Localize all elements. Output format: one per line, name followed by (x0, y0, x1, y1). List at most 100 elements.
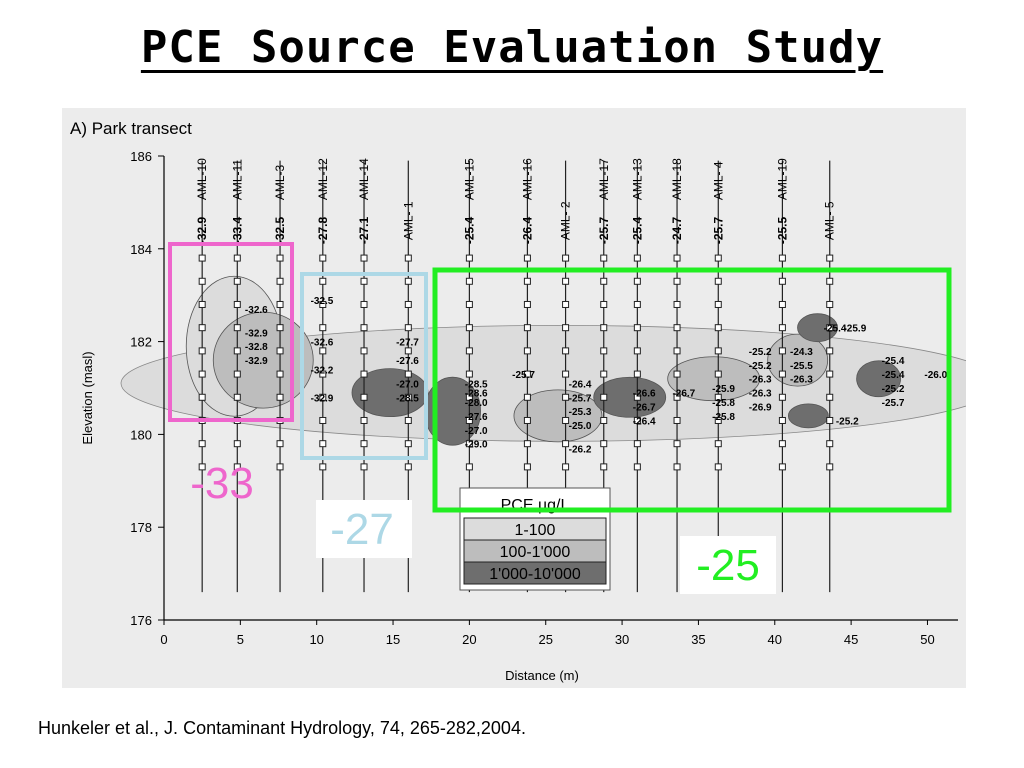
sample-marker (233, 370, 241, 378)
highlight-box-lightblue (300, 272, 428, 460)
isotope-label: -25.3 (569, 407, 592, 418)
sample-marker (404, 300, 412, 308)
annotation-background (680, 536, 776, 594)
x-tick-label: 20 (462, 632, 476, 647)
sample-marker (673, 347, 681, 355)
x-tick-label: 15 (386, 632, 400, 647)
sample-marker (198, 300, 206, 308)
sample-marker (714, 440, 722, 448)
sample-marker (523, 324, 531, 332)
isotope-label: -26.4 (569, 379, 592, 390)
sample-marker (633, 324, 641, 332)
sample-marker (633, 277, 641, 285)
well-value-label: -27.8 (316, 216, 330, 244)
isotope-label: -28.6 (465, 389, 488, 400)
x-tick-label: 25 (538, 632, 552, 647)
isotope-label: -27.6 (465, 412, 488, 423)
annotation-value: -33 (190, 459, 254, 508)
sample-marker (562, 370, 570, 378)
sample-marker (714, 324, 722, 332)
sample-marker (198, 463, 206, 471)
sample-marker (465, 300, 473, 308)
sample-marker (319, 393, 327, 401)
highlight-box-green (432, 267, 952, 513)
sample-marker (633, 463, 641, 471)
sample-marker (673, 440, 681, 448)
well-value-label: -25.5 (775, 216, 789, 244)
sample-marker (465, 347, 473, 355)
well-value-label: -25.7 (711, 216, 725, 244)
sample-marker (633, 347, 641, 355)
sample-marker (465, 370, 473, 378)
sample-marker (673, 370, 681, 378)
sample-marker (778, 300, 786, 308)
well-name-label: AML-3 (273, 164, 287, 200)
sample-marker (276, 440, 284, 448)
sample-marker (562, 347, 570, 355)
x-tick-label: 0 (160, 632, 167, 647)
sample-marker (360, 463, 368, 471)
sample-marker (673, 416, 681, 424)
isotope-label: -27.0 (396, 379, 419, 390)
isotope-label: -32.6 (311, 338, 334, 349)
sample-marker (523, 416, 531, 424)
well-name-label: AML- 1 (401, 201, 415, 240)
sample-marker (198, 324, 206, 332)
sample-marker (319, 416, 327, 424)
sample-marker (714, 370, 722, 378)
sample-marker (562, 393, 570, 401)
sample-marker (778, 440, 786, 448)
sample-marker (673, 324, 681, 332)
isotope-label: -27.7 (396, 338, 419, 349)
sample-marker (404, 254, 412, 262)
sample-marker (360, 277, 368, 285)
sample-marker (673, 277, 681, 285)
sample-marker (319, 277, 327, 285)
x-tick-label: 35 (691, 632, 705, 647)
isotope-label: -25.7 (569, 393, 592, 404)
sample-marker (276, 254, 284, 262)
annotation-background (316, 500, 412, 558)
sample-marker (198, 393, 206, 401)
sample-marker (826, 463, 834, 471)
sample-marker (562, 463, 570, 471)
well-value-label: -32.5 (273, 216, 287, 244)
x-tick-label: 45 (844, 632, 858, 647)
y-tick-label: 182 (130, 335, 152, 350)
well-name-label: AML- 5 (823, 201, 837, 240)
legend-swatch (463, 561, 607, 585)
isotope-label: -29.0 (465, 440, 488, 451)
sample-marker (600, 463, 608, 471)
sample-marker (778, 254, 786, 262)
isotope-label: -26.2 (569, 444, 592, 455)
sample-marker (600, 254, 608, 262)
x-tick-label: 50 (920, 632, 934, 647)
sample-marker (673, 254, 681, 262)
plume-contour-mid (667, 356, 761, 402)
well-value-label: -32.9 (195, 216, 209, 244)
sample-marker (360, 324, 368, 332)
sample-marker (633, 440, 641, 448)
sample-marker (562, 300, 570, 308)
well-name-label: AML-10 (195, 158, 209, 200)
isotope-label: -25.2 (749, 361, 772, 372)
sample-marker (714, 254, 722, 262)
sample-marker (233, 324, 241, 332)
well-value-label: -25.4 (462, 216, 476, 244)
sample-marker (826, 347, 834, 355)
isotope-label: -32.9 (311, 393, 334, 404)
sample-marker (198, 347, 206, 355)
sample-marker (600, 300, 608, 308)
well-name-label: AML-13 (630, 158, 644, 200)
well-name-label: AML-15 (462, 158, 476, 200)
sample-marker (465, 416, 473, 424)
plume-contour-high (856, 360, 901, 398)
sample-marker (360, 254, 368, 262)
sample-marker (319, 300, 327, 308)
well-name-label: AML-11 (230, 159, 244, 200)
sample-marker (714, 393, 722, 401)
sample-marker (673, 393, 681, 401)
sample-marker (233, 440, 241, 448)
sample-marker (826, 440, 834, 448)
well-value-label: -24.7 (670, 216, 684, 244)
